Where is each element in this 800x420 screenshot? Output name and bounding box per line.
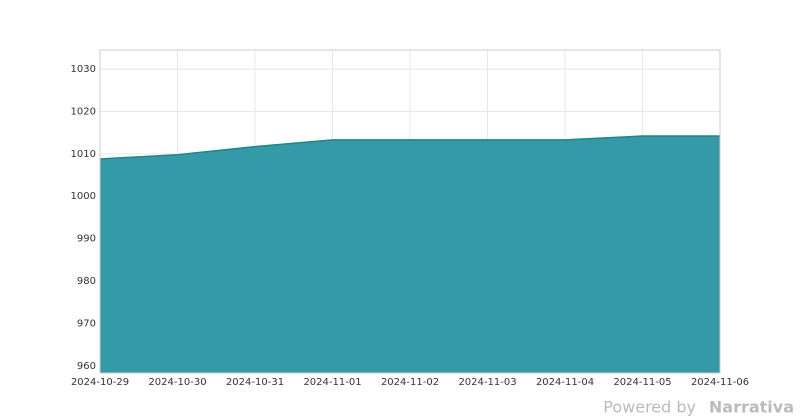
x-tick-label: 2024-10-29 <box>71 377 129 388</box>
y-tick-label: 990 <box>77 234 96 245</box>
brand: Narrativa <box>709 398 794 417</box>
y-tick-label: 1030 <box>71 64 96 75</box>
y-tick-label: 1020 <box>71 106 96 117</box>
x-tick-label: 2024-11-06 <box>691 377 749 388</box>
y-tick-label: 980 <box>77 276 96 287</box>
area <box>100 136 720 373</box>
x-tick-label: 2024-10-31 <box>226 377 284 388</box>
y-tick-label: 960 <box>77 361 96 372</box>
y-tick-label: 1010 <box>71 149 96 160</box>
area-line <box>99 135 720 160</box>
credit: Powered by <box>603 398 696 417</box>
x-tick-label: 2024-11-01 <box>303 377 361 388</box>
y-tick-label: 1000 <box>71 191 96 202</box>
x-tick-label: 2024-10-30 <box>148 377 206 388</box>
y-tick-label: 970 <box>77 318 96 329</box>
x-tick-label: 2024-11-05 <box>613 377 671 388</box>
x-tick-label: 2024-11-02 <box>381 377 439 388</box>
x-tick-label: 2024-11-03 <box>458 377 516 388</box>
x-tick-label: 2024-11-04 <box>536 377 594 388</box>
plot-frame <box>99 49 721 374</box>
